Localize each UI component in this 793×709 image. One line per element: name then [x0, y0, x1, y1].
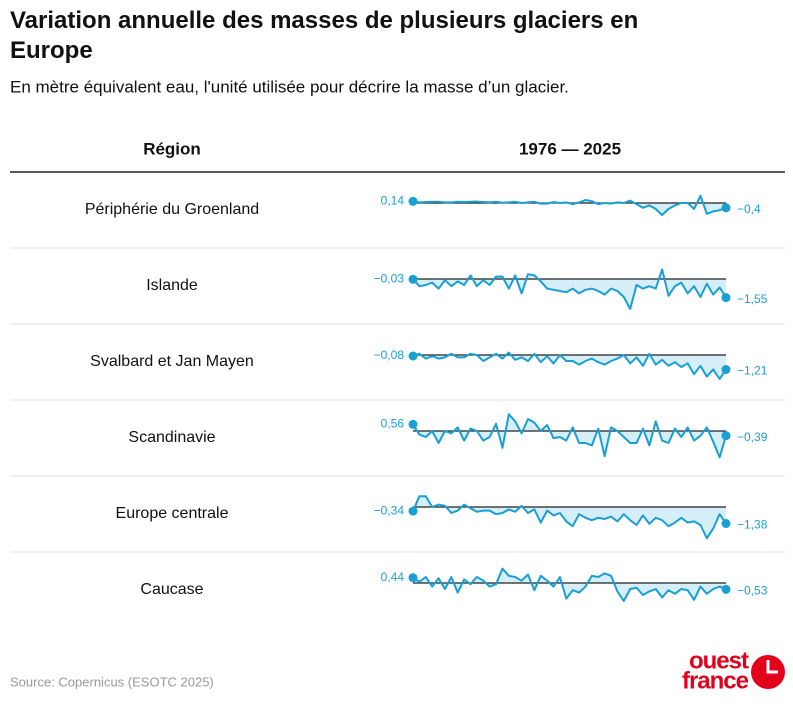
end-dot	[408, 274, 418, 284]
value-label: −0,08	[374, 348, 405, 362]
line	[412, 413, 727, 459]
end-dot	[408, 419, 418, 429]
end-dot	[721, 519, 731, 529]
end-dot	[721, 431, 731, 441]
area	[413, 568, 726, 601]
value-label: 0,56	[381, 416, 405, 430]
value-label: −1,55	[737, 292, 768, 306]
value-label: 0,44	[381, 570, 405, 584]
column-header: 1976 — 2025	[519, 139, 621, 158]
area	[413, 269, 726, 309]
line	[412, 351, 727, 380]
value-label: 0,14	[381, 193, 405, 207]
end-dot	[408, 351, 418, 361]
region-label: Svalbard et Jan Mayen	[90, 353, 254, 370]
value-label: −1,38	[737, 518, 768, 532]
region-label: Islande	[146, 277, 198, 294]
end-dot	[721, 584, 731, 594]
end-dot	[408, 573, 418, 583]
end-dot	[721, 293, 731, 303]
line	[412, 495, 727, 540]
value-label: −0,53	[737, 584, 768, 598]
chart-title-line: Europe	[10, 37, 93, 64]
value-label: −0,39	[737, 430, 768, 444]
value-label: −0,03	[374, 272, 405, 286]
chart-title: Variation annuelle des masses de plusieu…	[10, 7, 638, 64]
area	[413, 414, 726, 458]
area	[413, 496, 726, 539]
region-label: Caucase	[140, 581, 203, 598]
logo-mark	[766, 660, 778, 674]
source: Source: Copernicus (ESOTC 2025)	[10, 674, 214, 689]
chart-title-line: Variation annuelle des masses de plusieu…	[10, 7, 638, 34]
value-label: −0,34	[374, 503, 405, 517]
area	[413, 195, 726, 215]
logo-text: france	[682, 667, 749, 694]
value-label: −1,21	[737, 364, 768, 378]
end-dot	[721, 365, 731, 375]
end-dot	[408, 196, 418, 206]
line	[412, 194, 727, 216]
end-dot	[721, 203, 731, 213]
region-label: Europe centrale	[116, 505, 229, 522]
logo-text: ouest	[689, 647, 749, 674]
region-label: Scandinavie	[128, 429, 215, 446]
end-dot	[408, 506, 418, 516]
chart-subtitle: En mètre équivalent eau, l'unité utilisé…	[10, 77, 569, 96]
region-label: Périphérie du Groenland	[85, 201, 259, 218]
column-header: Région	[143, 139, 201, 158]
line	[412, 268, 727, 310]
line	[412, 567, 727, 602]
value-label: −0,4	[737, 202, 761, 216]
